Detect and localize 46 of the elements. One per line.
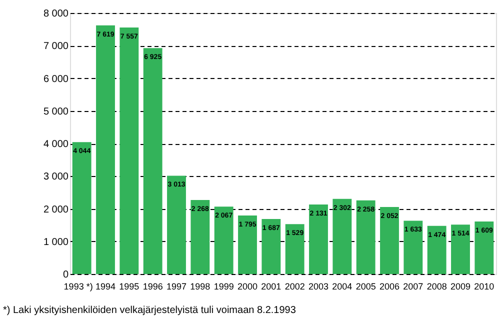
y-tick-label: 3 000 xyxy=(43,172,69,183)
x-tick-label: 1995 xyxy=(119,282,140,292)
y-tick-label: 2 000 xyxy=(43,204,69,216)
bar xyxy=(167,176,186,274)
x-tick-label: 1996 xyxy=(142,282,163,292)
bar xyxy=(332,198,352,274)
bar xyxy=(474,222,494,274)
bar xyxy=(451,224,470,274)
bar xyxy=(285,224,304,274)
y-tick-label: 6 000 xyxy=(43,74,69,85)
bar xyxy=(309,204,328,274)
bar xyxy=(190,200,210,274)
bar xyxy=(427,226,446,274)
bar xyxy=(404,220,423,274)
x-tick-label: 2009 xyxy=(450,282,471,292)
bar xyxy=(143,48,162,274)
x-tick-label: 2000 xyxy=(237,282,258,292)
y-tick-label: 4 000 xyxy=(43,139,69,150)
bar xyxy=(262,218,281,274)
x-tick-label: 2006 xyxy=(379,282,400,292)
x-tick-label: 2010 xyxy=(474,282,494,292)
x-tick-label: 2003 xyxy=(308,282,329,292)
y-tick-label: 8 000 xyxy=(43,8,69,20)
y-tick-label: 5 000 xyxy=(43,106,69,118)
bar xyxy=(96,25,115,274)
y-tick-label: 7 000 xyxy=(43,41,69,52)
bar xyxy=(120,27,139,274)
x-tick-label: 1994 xyxy=(95,282,116,292)
x-tick-label: 2007 xyxy=(403,282,424,292)
x-tick-label: 2001 xyxy=(261,282,282,292)
y-tick-label: 0 xyxy=(62,270,69,280)
bar xyxy=(238,215,257,274)
bar xyxy=(72,142,92,274)
text: *) Laki yksityishenkilöiden velkajärjestelyistä tuli voimaan 8.2.1993 xyxy=(2,305,296,316)
bar xyxy=(356,200,376,274)
x-tick-label: 2004 xyxy=(332,282,352,292)
x-tick-label: 1997 xyxy=(166,282,187,292)
x-tick-label: 2005 xyxy=(356,282,376,292)
x-tick-label: 2002 xyxy=(284,282,305,292)
x-tick-label: 2008 xyxy=(426,282,447,292)
x-tick-label: 1998 xyxy=(190,282,210,292)
bar xyxy=(380,207,399,274)
x-tick-label: 1999 xyxy=(214,282,234,292)
bar xyxy=(214,206,234,274)
y-tick-label: 1 000 xyxy=(43,236,69,248)
x-tick-label: 1993 *) xyxy=(64,282,93,292)
